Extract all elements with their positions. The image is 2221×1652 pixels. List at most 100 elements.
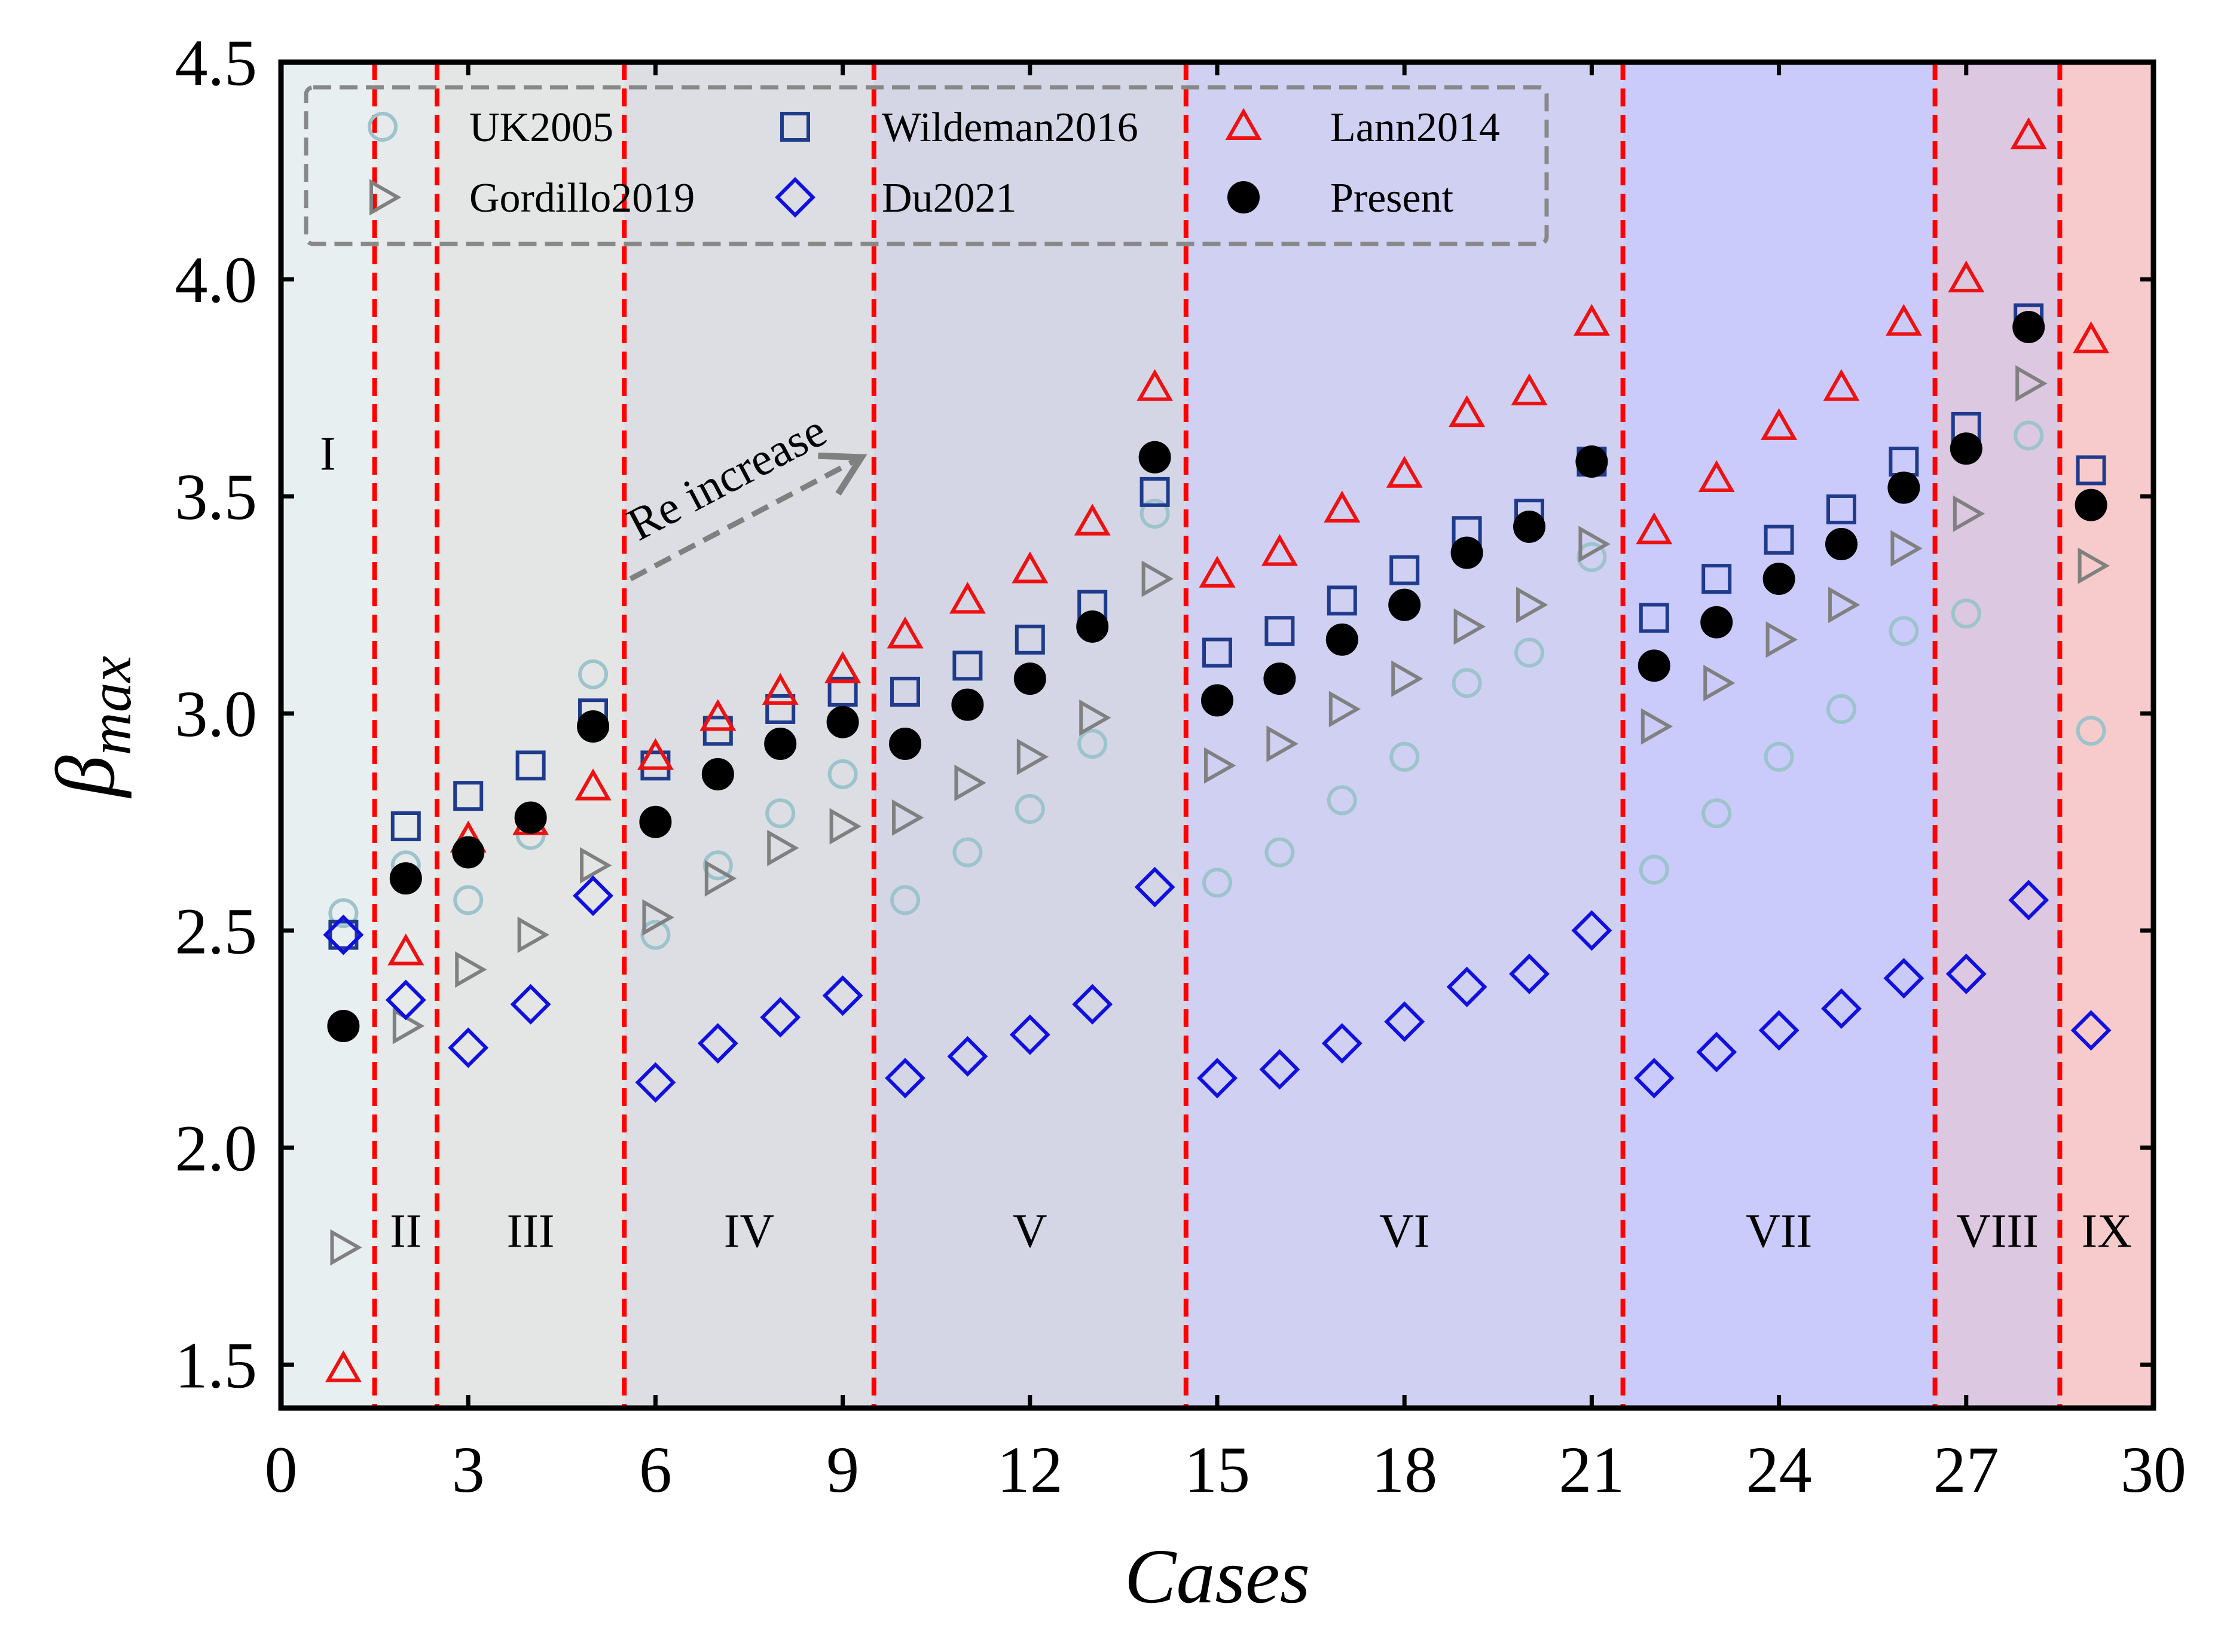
annotation-arrow xyxy=(629,452,867,582)
legend-marker-Wildeman2016 xyxy=(780,112,810,142)
point-Present xyxy=(826,706,859,738)
point-Wildeman2016 xyxy=(515,750,546,781)
point-Du2021 xyxy=(947,1036,988,1077)
point-Present xyxy=(1513,510,1545,543)
point-Present xyxy=(889,728,921,761)
point-Present xyxy=(1201,684,1233,717)
y-tick-label: 3.5 xyxy=(175,460,258,533)
x-tick-label: 6 xyxy=(639,1433,672,1506)
point-UK2005 xyxy=(1389,741,1420,772)
point-Lann2014 xyxy=(1137,369,1174,401)
x-tick-label: 18 xyxy=(1371,1433,1437,1506)
point-Gordillo2019 xyxy=(829,808,861,845)
point-Present xyxy=(1638,649,1670,682)
point-UK2005 xyxy=(1889,616,1919,646)
x-tick-label: 30 xyxy=(2121,1433,2186,1506)
point-Wildeman2016 xyxy=(390,811,421,841)
point-Present xyxy=(701,758,734,790)
region-I xyxy=(281,62,375,1408)
point-Wildeman2016 xyxy=(1015,624,1045,655)
point-Du2021 xyxy=(1384,1001,1425,1042)
point-UK2005 xyxy=(1701,798,1732,829)
point-Lann2014 xyxy=(1823,369,1860,401)
y-axis-label: βmax xyxy=(39,656,143,799)
point-Gordillo2019 xyxy=(1141,560,1174,597)
point-Wildeman2016 xyxy=(765,694,796,724)
y-axis-label-main: β xyxy=(39,755,132,799)
point-Lann2014 xyxy=(1449,395,1486,427)
region-dividers xyxy=(372,62,2063,1408)
point-Lann2014 xyxy=(1386,456,1423,488)
point-Present xyxy=(1950,432,1982,465)
legend-marker-Gordillo2019 xyxy=(369,179,402,216)
point-Present xyxy=(327,1010,360,1043)
background-regions xyxy=(281,62,2153,1408)
legend-label-Gordillo2019: Gordillo2019 xyxy=(469,175,695,221)
point-Gordillo2019 xyxy=(892,799,924,836)
point-Wildeman2016 xyxy=(328,920,359,950)
point-Wildeman2016 xyxy=(1139,477,1170,507)
point-Present xyxy=(1762,563,1795,596)
point-Gordillo2019 xyxy=(455,951,487,988)
point-Present xyxy=(1138,441,1171,474)
point-Present xyxy=(1825,528,1858,561)
data-series xyxy=(323,117,2112,1382)
point-Du2021 xyxy=(885,1058,925,1099)
point-Du2021 xyxy=(2070,1010,2112,1051)
point-Gordillo2019 xyxy=(954,764,986,801)
point-Lann2014 xyxy=(1761,408,1798,440)
legend-label-Wildeman2016: Wildeman2016 xyxy=(882,105,1138,151)
point-Wildeman2016 xyxy=(1701,564,1732,594)
point-Present xyxy=(1887,471,1920,504)
region-label-V: V xyxy=(1013,1205,1047,1257)
point-UK2005 xyxy=(1826,694,1856,724)
point-Lann2014 xyxy=(1324,490,1361,523)
point-Wildeman2016 xyxy=(827,676,858,707)
legend-label-Present: Present xyxy=(1330,175,1454,221)
point-Du2021 xyxy=(448,1027,489,1068)
point-Lann2014 xyxy=(1012,551,1049,584)
point-Wildeman2016 xyxy=(1327,585,1357,616)
y-tick-label: 2.5 xyxy=(175,894,258,967)
point-UK2005 xyxy=(1264,837,1295,868)
point-Gordillo2019 xyxy=(767,829,799,866)
point-Wildeman2016 xyxy=(1826,494,1856,524)
point-UK2005 xyxy=(1951,598,1981,629)
point-Lann2014 xyxy=(699,699,737,731)
point-Present xyxy=(1263,662,1296,695)
point-Lann2014 xyxy=(325,1350,362,1382)
region-label-IV: IV xyxy=(724,1205,774,1257)
point-Present xyxy=(1575,445,1608,478)
point-Du2021 xyxy=(1571,910,1612,951)
point-Present xyxy=(389,862,422,895)
point-Lann2014 xyxy=(1636,512,1673,545)
point-Gordillo2019 xyxy=(1328,691,1361,728)
region-VII xyxy=(1623,62,1935,1408)
point-UK2005 xyxy=(328,898,359,929)
point-Lann2014 xyxy=(949,582,986,614)
point-Wildeman2016 xyxy=(1202,637,1232,668)
point-Present xyxy=(1013,662,1046,695)
point-UK2005 xyxy=(1327,785,1357,816)
point-UK2005 xyxy=(827,759,858,789)
point-Lann2014 xyxy=(387,933,424,966)
legend-box xyxy=(304,85,1549,246)
point-Gordillo2019 xyxy=(1640,708,1673,745)
point-Present xyxy=(2012,310,2045,343)
point-Gordillo2019 xyxy=(330,1229,362,1266)
legend: UK2005 Wildeman2016 Lann2014 Gordillo2019 Du… xyxy=(304,85,1549,246)
point-Present xyxy=(452,836,485,869)
point-Du2021 xyxy=(1259,1049,1300,1090)
legend-marker-UK2005 xyxy=(368,112,398,142)
point-Gordillo2019 xyxy=(642,899,674,936)
point-Gordillo2019 xyxy=(2015,365,2048,402)
region-label-VI: VI xyxy=(1379,1205,1429,1257)
point-Gordillo2019 xyxy=(1578,526,1611,563)
point-Lann2014 xyxy=(1698,460,1735,493)
point-Lann2014 xyxy=(1074,503,1111,536)
point-UK2005 xyxy=(1077,729,1108,759)
series-Du2021 xyxy=(323,866,2112,1103)
point-Gordillo2019 xyxy=(1079,699,1111,736)
point-Present xyxy=(764,728,797,761)
point-Gordillo2019 xyxy=(1266,725,1299,762)
